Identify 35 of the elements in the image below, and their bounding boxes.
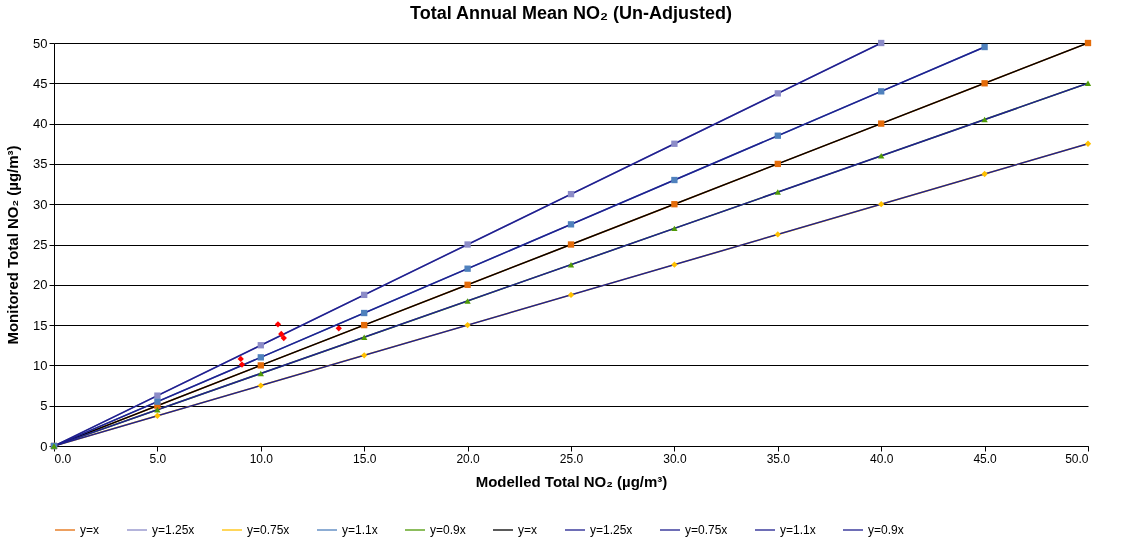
legend-label: y=1.25x [590,523,633,537]
y-tick-label: 50 [33,35,48,51]
x-tick-label: 15.0 [353,451,377,466]
legend-label: y=x [518,523,538,537]
y-tick-label: 30 [33,196,48,212]
legend-label: y=0.9x [430,523,466,537]
y-tick-label: 0 [40,438,48,454]
x-tick-label: 10.0 [249,451,274,466]
legend-label: y=1.1x [780,523,816,537]
legend-label: y=1.25x [152,523,195,537]
legend-label: y=x [80,523,100,537]
y-tick-label: 35 [33,156,48,172]
x-tick-label: 5.0 [149,451,167,466]
x-tick-label: 35.0 [766,451,791,466]
y-tick-label: 20 [33,277,48,293]
legend-label: y=1.1x [342,523,378,537]
x-tick-label: 25.0 [559,451,584,466]
chart-title: Total Annual Mean NO₂ (Un-Adjusted) [410,3,732,23]
x-tick-label: 0.0 [54,451,72,466]
y-tick-label: 45 [33,75,48,91]
x-tick-label: 20.0 [456,451,481,466]
y-tick-label: 5 [40,398,48,414]
x-axis-title: Modelled Total NO₂ (µg/m³) [475,472,668,490]
x-tick-label: 30.0 [663,451,687,466]
y-tick-label: 10 [33,357,48,373]
x-tick-label: 50.0 [1065,451,1089,466]
legend-label: y=0.9x [868,523,904,537]
y-axis-title: Monitored Total NO₂ (µg/m³) [4,145,22,345]
legend-label: y=0.75x [247,523,290,537]
y-tick-label: 15 [33,317,48,333]
legend-label: y=0.75x [685,523,728,537]
x-tick-label: 40.0 [870,451,894,466]
y-tick-label: 25 [33,237,48,252]
x-tick-label: 45.0 [973,451,998,466]
y-tick-label: 40 [33,116,48,132]
